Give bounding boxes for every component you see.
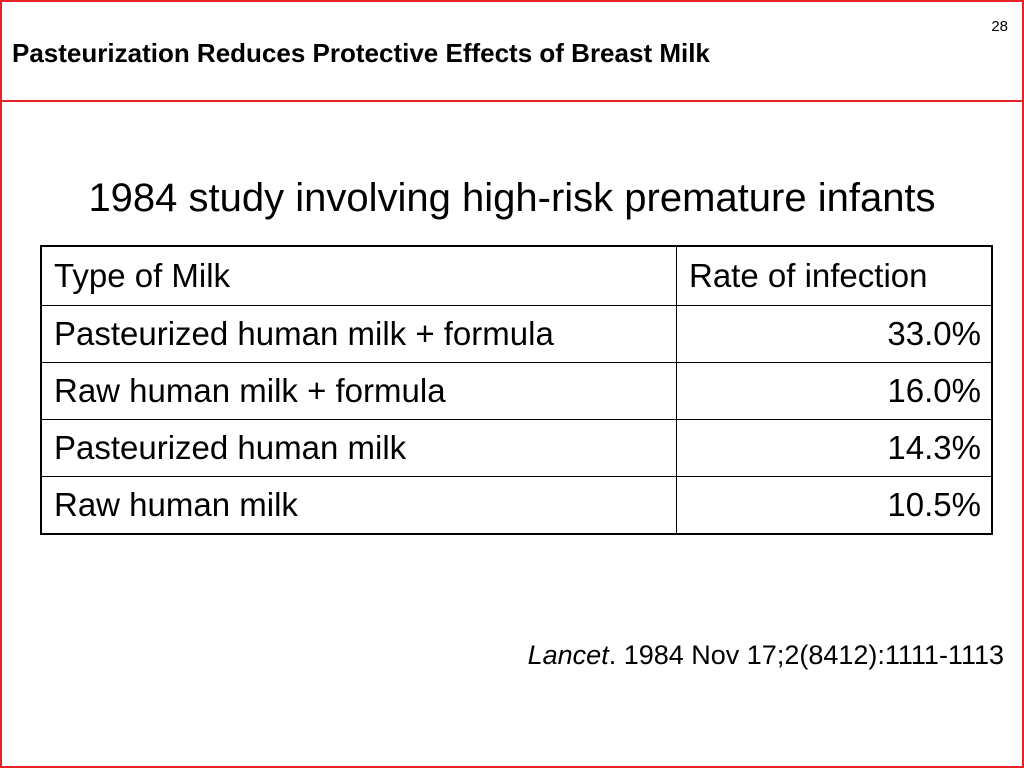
table-row: Pasteurized human milk 14.3% bbox=[40, 419, 993, 477]
milk-type-cell: Pasteurized human milk bbox=[40, 419, 677, 477]
citation-details: . 1984 Nov 17;2(8412):1111-1113 bbox=[608, 640, 1004, 670]
table-row: Raw human milk 10.5% bbox=[40, 476, 993, 535]
header-rate-of-infection: Rate of infection bbox=[676, 245, 993, 306]
table-header-row: Type of Milk Rate of infection bbox=[40, 245, 993, 306]
infection-rate-cell: 16.0% bbox=[676, 362, 993, 420]
slide-subtitle: 1984 study involving high-risk premature… bbox=[88, 176, 936, 220]
citation-journal: Lancet bbox=[527, 640, 609, 670]
infection-rate-cell: 10.5% bbox=[676, 476, 993, 535]
slide-title: Pasteurization Reduces Protective Effect… bbox=[12, 38, 710, 68]
infection-rate-cell: 14.3% bbox=[676, 419, 993, 477]
milk-type-cell: Raw human milk bbox=[40, 476, 677, 535]
milk-type-cell: Raw human milk + formula bbox=[40, 362, 677, 420]
title-divider bbox=[0, 100, 1024, 102]
table-row: Pasteurized human milk + formula 33.0% bbox=[40, 305, 993, 363]
milk-type-cell: Pasteurized human milk + formula bbox=[40, 305, 677, 363]
infection-rate-cell: 33.0% bbox=[676, 305, 993, 363]
slide-number: 28 bbox=[991, 18, 1008, 35]
header-type-of-milk: Type of Milk bbox=[40, 245, 677, 306]
table-row: Raw human milk + formula 16.0% bbox=[40, 362, 993, 420]
citation: Lancet. 1984 Nov 17;2(8412):1111-1113 bbox=[528, 637, 1004, 673]
infection-rate-table: Type of Milk Rate of infection Pasteuriz… bbox=[40, 245, 993, 535]
